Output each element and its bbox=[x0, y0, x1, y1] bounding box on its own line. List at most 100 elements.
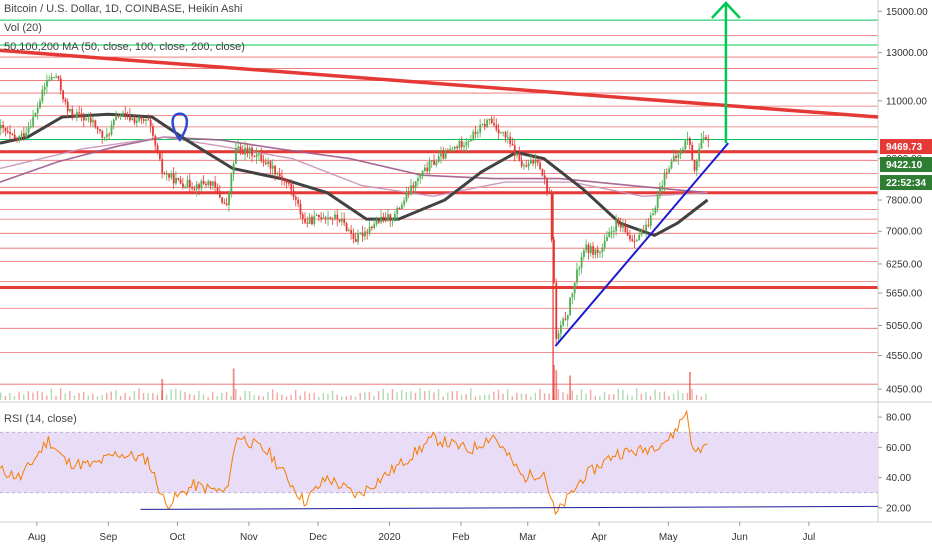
countdown-price-badge bbox=[880, 175, 932, 191]
candle-body bbox=[389, 214, 392, 221]
volume-bar bbox=[437, 389, 440, 400]
candle-body bbox=[566, 315, 569, 320]
volume-bar bbox=[235, 388, 237, 400]
candle-body bbox=[6, 131, 9, 133]
rsi-legend[interactable]: RSI (14, close) bbox=[4, 413, 77, 425]
candle-body bbox=[299, 203, 302, 215]
candle-body bbox=[689, 138, 691, 145]
volume-bar bbox=[557, 389, 560, 400]
candle-body bbox=[380, 216, 383, 223]
volume-bar bbox=[603, 391, 606, 400]
candle-body bbox=[509, 137, 512, 144]
volume-bar bbox=[599, 395, 601, 400]
candle-body bbox=[426, 167, 429, 172]
candle-body bbox=[354, 239, 357, 242]
candle-body bbox=[550, 193, 553, 240]
candle-body bbox=[479, 124, 482, 133]
candle-body bbox=[27, 127, 30, 133]
ma-legend[interactable]: 50,100,200 MA (50, close, 100, close, 20… bbox=[4, 41, 245, 53]
volume-bar bbox=[92, 393, 94, 400]
candle-body bbox=[668, 168, 671, 173]
candle-body bbox=[225, 203, 228, 205]
candle-body bbox=[557, 333, 560, 339]
volume-bar bbox=[345, 396, 348, 400]
x-tick-label: Aug bbox=[28, 532, 46, 543]
candle-body bbox=[108, 134, 111, 136]
volume-bar bbox=[594, 396, 596, 400]
candle-body bbox=[170, 173, 173, 178]
candle-body bbox=[175, 177, 177, 184]
x-tick-label: Feb bbox=[452, 532, 470, 543]
volume-bar bbox=[170, 389, 172, 400]
y-tick-label: 4550.00 bbox=[886, 351, 923, 362]
location-pin-icon bbox=[171, 112, 189, 142]
volume-bar bbox=[562, 392, 564, 400]
volume-legend[interactable]: Vol (20) bbox=[4, 22, 42, 34]
volume-bar bbox=[659, 392, 661, 400]
candle-body bbox=[345, 223, 348, 232]
current-price-badge bbox=[880, 139, 932, 155]
candle-body bbox=[652, 213, 654, 216]
candle-body bbox=[534, 159, 537, 164]
volume-bar bbox=[322, 392, 325, 400]
candle-body bbox=[20, 133, 23, 136]
candle-body bbox=[142, 119, 145, 121]
candle-body bbox=[147, 119, 150, 121]
candle-body bbox=[80, 113, 83, 118]
y-tick-label: 4050.00 bbox=[886, 385, 923, 396]
candle-body bbox=[587, 244, 590, 254]
volume-bar bbox=[244, 390, 246, 400]
candle-body bbox=[645, 224, 648, 231]
candle-body bbox=[451, 148, 454, 150]
candle-body bbox=[707, 139, 710, 141]
candle-body bbox=[375, 220, 378, 224]
volume-bar bbox=[318, 396, 320, 400]
volume-bar bbox=[566, 393, 569, 400]
volume-bar bbox=[447, 392, 449, 400]
candle-body bbox=[274, 165, 277, 175]
volume-bar bbox=[433, 392, 435, 400]
candle-body bbox=[564, 318, 567, 320]
candle-body bbox=[495, 124, 498, 130]
candle-body bbox=[244, 147, 247, 155]
candle-body bbox=[92, 120, 94, 123]
volume-bar bbox=[497, 389, 500, 400]
x-tick-label: Dec bbox=[309, 532, 327, 543]
volume-bar bbox=[207, 396, 209, 400]
volume-bar bbox=[133, 390, 136, 400]
candle-body bbox=[304, 218, 306, 223]
volume-bar bbox=[424, 391, 426, 400]
volume-bar bbox=[327, 393, 329, 400]
volume-bar bbox=[493, 391, 495, 400]
volume-bar bbox=[59, 388, 62, 400]
candle-body bbox=[684, 140, 687, 150]
volume-bar bbox=[78, 392, 80, 400]
volume-bar bbox=[686, 393, 689, 400]
candle-body bbox=[371, 226, 373, 229]
candle-body bbox=[216, 187, 219, 192]
candle-body bbox=[78, 112, 81, 114]
volume-bar bbox=[442, 396, 444, 400]
candle-body bbox=[260, 154, 263, 161]
candle-body bbox=[290, 183, 293, 191]
volume-bar bbox=[350, 395, 352, 400]
candle-body bbox=[543, 175, 546, 179]
y-tick-label: 5050.00 bbox=[886, 321, 923, 332]
candle-body bbox=[403, 200, 406, 205]
candle-body bbox=[156, 145, 159, 152]
candle-body bbox=[357, 233, 359, 242]
candle-body bbox=[281, 176, 283, 180]
candle-body bbox=[186, 179, 189, 188]
rsi-y-tick-label: 60.00 bbox=[886, 443, 911, 454]
candle-body bbox=[559, 325, 562, 334]
candle-body bbox=[377, 220, 380, 223]
volume-bar bbox=[672, 393, 675, 400]
candle-body bbox=[424, 167, 426, 171]
symbol-legend[interactable]: Bitcoin / U.S. Dollar, 1D, COINBASE, Hei… bbox=[4, 3, 243, 15]
volume-bar bbox=[396, 392, 398, 400]
candle-body bbox=[603, 240, 606, 248]
candle-body bbox=[246, 147, 249, 153]
candle-body bbox=[608, 232, 611, 237]
volume-bar bbox=[106, 392, 108, 400]
